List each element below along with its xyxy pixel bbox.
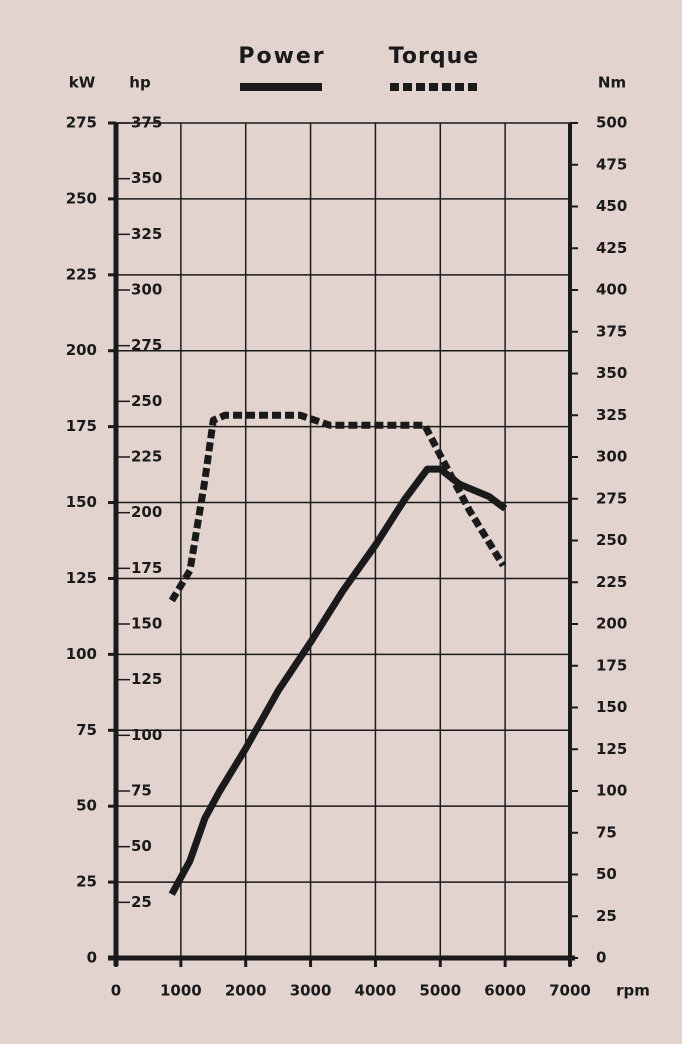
y2-tick-label: 50 bbox=[596, 865, 617, 883]
y-tick-label: 225 bbox=[66, 265, 97, 283]
y-tick-label: 0 bbox=[87, 949, 97, 967]
x-tick-label: 4000 bbox=[355, 982, 397, 1000]
y2-tick-label: 375 bbox=[596, 322, 627, 340]
y2-axis-label: Nm bbox=[598, 74, 626, 92]
y-tick-label: 125 bbox=[66, 569, 97, 587]
y3-tick-label: 50 bbox=[131, 837, 152, 855]
y2-tick-label: 25 bbox=[596, 907, 617, 925]
x-tick-label: 6000 bbox=[484, 982, 526, 1000]
legend-label: Power bbox=[238, 44, 325, 69]
y3-tick-label: 300 bbox=[131, 281, 162, 299]
y2-tick-label: 175 bbox=[596, 656, 627, 674]
y3-tick-label: 225 bbox=[131, 448, 162, 466]
y3-axis-label: hp bbox=[129, 74, 151, 92]
y2-tick-label: 100 bbox=[596, 782, 627, 800]
legend-label: Torque bbox=[389, 44, 479, 69]
y-tick-label: 25 bbox=[76, 873, 97, 891]
y-tick-label: 200 bbox=[66, 341, 97, 359]
y3-tick-label: 100 bbox=[131, 726, 162, 744]
x-tick-label: 7000 bbox=[549, 982, 591, 1000]
y-tick-label: 150 bbox=[66, 493, 97, 511]
x-tick-label: 0 bbox=[111, 982, 121, 1000]
y3-tick-label: 375 bbox=[131, 114, 162, 132]
y2-tick-label: 300 bbox=[596, 448, 627, 466]
y3-tick-label: 25 bbox=[131, 893, 152, 911]
y-tick-label: 275 bbox=[66, 114, 97, 132]
y2-tick-label: 500 bbox=[596, 114, 627, 132]
y2-tick-label: 125 bbox=[596, 740, 627, 758]
y3-tick-label: 125 bbox=[131, 670, 162, 688]
y2-tick-label: 250 bbox=[596, 531, 627, 549]
x-tick-label: 2000 bbox=[225, 982, 267, 1000]
y-tick-label: 75 bbox=[76, 721, 97, 739]
y2-tick-label: 200 bbox=[596, 615, 627, 633]
y3-tick-label: 175 bbox=[131, 559, 162, 577]
series-line bbox=[168, 411, 507, 603]
y2-tick-label: 325 bbox=[596, 406, 627, 424]
y2-tick-label: 400 bbox=[596, 281, 627, 299]
y2-tick-label: 475 bbox=[596, 155, 627, 173]
x-tick-label: 3000 bbox=[290, 982, 332, 1000]
y-tick-label: 250 bbox=[66, 189, 97, 207]
y-axis-label: kW bbox=[69, 74, 96, 92]
y3-tick-label: 350 bbox=[131, 169, 162, 187]
y-tick-label: 50 bbox=[76, 797, 97, 815]
y3-tick-label: 250 bbox=[131, 392, 162, 410]
y2-tick-label: 225 bbox=[596, 573, 627, 591]
y3-tick-label: 200 bbox=[131, 503, 162, 521]
x-axis-label: rpm bbox=[616, 982, 650, 1000]
y3-tick-label: 75 bbox=[131, 782, 152, 800]
y2-tick-label: 350 bbox=[596, 364, 627, 382]
y2-tick-label: 150 bbox=[596, 698, 627, 716]
y-tick-label: 100 bbox=[66, 645, 97, 663]
y2-tick-label: 425 bbox=[596, 239, 627, 257]
y2-tick-label: 450 bbox=[596, 197, 627, 215]
x-tick-label: 1000 bbox=[160, 982, 202, 1000]
y-tick-label: 175 bbox=[66, 417, 97, 435]
y2-tick-label: 0 bbox=[596, 949, 606, 967]
y3-tick-label: 150 bbox=[131, 615, 162, 633]
y2-tick-label: 75 bbox=[596, 823, 617, 841]
y3-tick-label: 325 bbox=[131, 225, 162, 243]
y2-tick-label: 275 bbox=[596, 489, 627, 507]
x-tick-label: 5000 bbox=[419, 982, 461, 1000]
y3-tick-label: 275 bbox=[131, 336, 162, 354]
